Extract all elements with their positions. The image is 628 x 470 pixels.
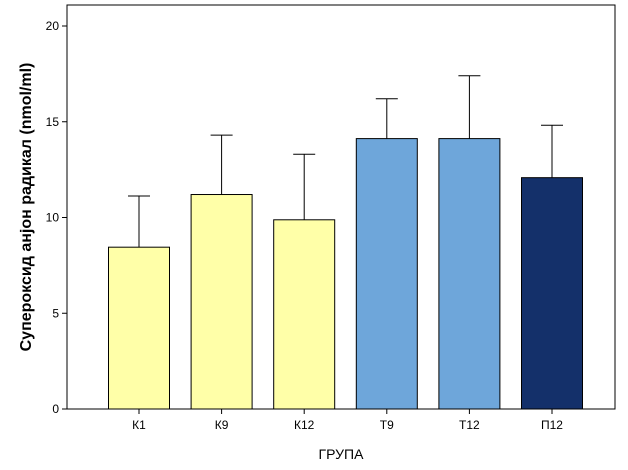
y-tick-label: 10 xyxy=(46,211,60,225)
x-tick-label: П12 xyxy=(541,418,563,432)
y-axis-title: Супероксид анјон радикал (nmol/ml) xyxy=(18,63,35,352)
y-tick-label: 5 xyxy=(52,306,59,320)
x-axis-title: ГРУПА xyxy=(319,446,365,462)
x-tick-label: К9 xyxy=(215,418,229,432)
bar xyxy=(355,138,418,410)
y-tick-label: 15 xyxy=(46,115,60,129)
bar xyxy=(190,194,253,410)
bar xyxy=(273,219,336,410)
x-tick-label: К1 xyxy=(132,418,146,432)
x-axis: К1 К9 К12 Т9 Т12 П12 xyxy=(132,409,563,432)
y-tick-label: 20 xyxy=(46,19,60,33)
bar xyxy=(521,177,583,410)
bar xyxy=(438,138,501,410)
y-axis: 0 5 10 15 20 xyxy=(46,19,67,416)
bar xyxy=(108,246,170,410)
x-tick-label: Т12 xyxy=(459,418,480,432)
y-tick-label: 0 xyxy=(52,402,59,416)
bars-group xyxy=(108,138,583,410)
error-bars-group xyxy=(128,75,563,248)
x-tick-label: К12 xyxy=(294,418,315,432)
x-tick-label: Т9 xyxy=(380,418,394,432)
